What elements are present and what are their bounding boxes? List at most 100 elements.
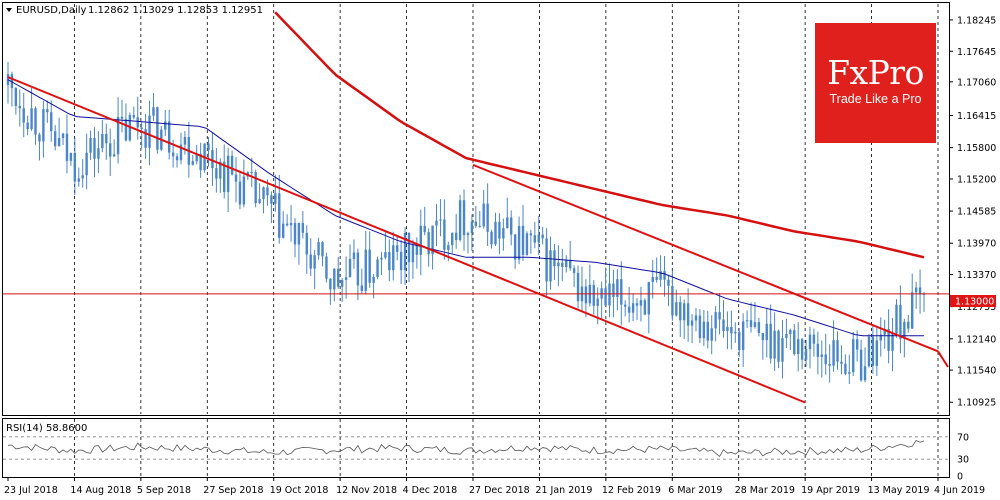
rsi-title: RSI(14) 58.8600: [6, 423, 87, 434]
dropdown-arrow-icon[interactable]: [6, 8, 12, 12]
candle-body: [254, 171, 257, 204]
candle-body: [388, 252, 391, 271]
candle-body: [789, 330, 792, 335]
candle-body: [179, 144, 183, 161]
candle-body: [399, 251, 403, 271]
candle-body: [741, 321, 745, 351]
candle-body: [718, 312, 721, 320]
candle-body: [922, 293, 926, 295]
y-tick-label: 1.14585: [957, 207, 996, 218]
candle-body: [148, 115, 151, 148]
candle-body: [557, 262, 560, 267]
candle-body: [435, 220, 438, 226]
candle-body: [800, 339, 804, 360]
candle-body: [812, 334, 816, 344]
candle-body: [541, 234, 544, 239]
candle-body: [651, 276, 654, 282]
candle-body: [561, 262, 564, 268]
candle-body: [537, 234, 540, 243]
candle-body: [285, 223, 289, 226]
candle-body: [26, 122, 29, 130]
candle-body: [207, 143, 210, 150]
candle-body: [710, 328, 713, 341]
x-tick-label: 5 Sep 2018: [137, 485, 191, 496]
candle-body: [258, 199, 261, 204]
candle-body: [93, 138, 96, 159]
candle-body: [510, 217, 513, 235]
y-tick-label: 1.12140: [957, 334, 996, 345]
candle-body: [313, 255, 316, 269]
candle-body: [686, 303, 690, 326]
candle-body: [340, 279, 344, 287]
candle-body: [734, 331, 737, 334]
candle-body: [270, 195, 273, 204]
candle-body: [144, 129, 147, 148]
candle-body: [281, 223, 285, 238]
x-tick-label: 14 Aug 2018: [70, 485, 131, 496]
y-tick-label: 1.11540: [957, 366, 996, 377]
candle-body: [655, 276, 658, 280]
candle-body: [671, 285, 674, 316]
candle-body: [883, 328, 886, 335]
candle-body: [643, 300, 647, 315]
x-tick-label: 6 Mar 2019: [668, 485, 722, 496]
candle-body: [301, 222, 305, 233]
candle-body: [136, 117, 139, 128]
candle-body: [89, 138, 92, 153]
candle-body: [85, 152, 88, 176]
candle-body: [219, 161, 222, 179]
candle-body: [777, 330, 780, 362]
trendline: [7, 76, 806, 404]
candle-body: [305, 232, 308, 255]
candle-body: [859, 349, 863, 381]
y-tick-label: 1.17060: [957, 77, 996, 88]
candle-body: [545, 238, 548, 282]
candle-body: [494, 221, 497, 245]
y-tick-label: 1.15200: [957, 174, 996, 185]
candle-body: [647, 281, 651, 315]
candle-body: [344, 277, 348, 280]
candle-body: [423, 225, 426, 233]
candle-body: [745, 320, 749, 322]
candle-body: [490, 231, 493, 245]
candle-body: [702, 321, 706, 339]
candle-body: [427, 232, 430, 255]
candle-body: [6, 74, 10, 85]
candle-body: [34, 108, 37, 135]
candle-body: [376, 259, 379, 277]
candle-body: [694, 315, 698, 321]
candle-body: [262, 187, 265, 200]
candle-body: [167, 121, 171, 153]
candle-body: [604, 288, 607, 306]
candle-body: [356, 252, 360, 286]
candle-body: [486, 203, 489, 232]
candle-body: [42, 109, 45, 142]
candle-body: [635, 303, 639, 306]
candle-body: [852, 339, 855, 373]
x-tick-label: 27 Sep 2018: [203, 485, 263, 496]
candle-body: [549, 250, 552, 282]
candle-body: [879, 334, 882, 341]
candle-body: [61, 133, 65, 138]
x-tick-label: 23 Jul 2018: [4, 485, 58, 496]
candle-body: [443, 219, 446, 250]
x-tick-label: 28 Mar 2019: [735, 485, 795, 496]
candle-body: [627, 306, 631, 313]
candle-body: [112, 154, 116, 157]
candle-body: [887, 328, 890, 351]
candle-body: [333, 268, 336, 290]
candle-body: [738, 331, 741, 351]
candle-body: [407, 232, 411, 263]
logo-brand: FxPro: [827, 53, 924, 92]
candle-body: [297, 222, 301, 245]
candle-body: [396, 245, 399, 252]
y-tick-label: 1.15800: [957, 143, 996, 154]
candle-body: [899, 304, 902, 339]
candle-body: [458, 200, 462, 240]
candle-body: [682, 303, 686, 321]
candle-body: [309, 254, 312, 269]
candle-body: [796, 339, 800, 354]
candle-body: [824, 354, 827, 364]
candle-body: [101, 133, 104, 149]
candle-body: [572, 268, 576, 273]
